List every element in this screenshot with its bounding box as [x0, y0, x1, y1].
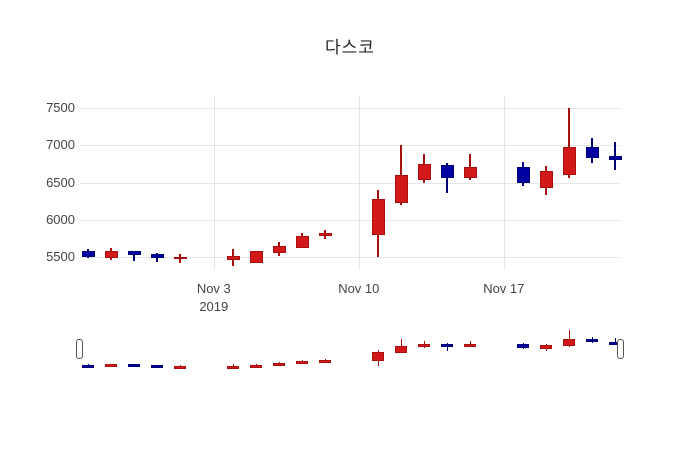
candle[interactable]: [173, 256, 187, 259]
rangeslider-candle: [540, 345, 553, 350]
candle[interactable]: [394, 175, 408, 203]
candle[interactable]: [226, 255, 240, 260]
rangeslider-candle: [151, 365, 164, 369]
rangeslider-candle: [250, 364, 263, 368]
candle[interactable]: [608, 155, 622, 160]
rangeslider-candle: [563, 339, 576, 347]
v-gridline: [213, 95, 215, 270]
rangeslider-candle: [105, 364, 118, 368]
y-tick-label: 7000: [46, 137, 75, 153]
x-tick-label: Nov 10: [338, 281, 380, 296]
candle[interactable]: [417, 164, 431, 180]
y-tick-label: 6000: [46, 212, 75, 227]
x-tick-label: Nov 3 2019: [196, 281, 231, 314]
y-tick-label: 5500: [46, 249, 75, 265]
candle[interactable]: [539, 171, 553, 188]
rangeslider-candle: [319, 360, 332, 364]
candle[interactable]: [104, 250, 118, 259]
candle[interactable]: [127, 250, 141, 256]
rangeslider-candle: [227, 365, 240, 369]
candle-wick: [568, 108, 571, 179]
candle[interactable]: [440, 164, 454, 179]
rangeslider-candle-wick: [614, 338, 616, 345]
candle[interactable]: [463, 167, 477, 179]
x-tick-label: Nov 17: [483, 281, 525, 296]
candle[interactable]: [318, 232, 332, 236]
rangeslider-candle: [395, 346, 408, 353]
h-gridline: [80, 257, 620, 259]
candle[interactable]: [272, 246, 286, 253]
y-tick-label: 7500: [46, 100, 75, 116]
candle[interactable]: [295, 236, 309, 248]
rangeslider-candle: [174, 365, 187, 369]
h-gridline: [80, 145, 620, 147]
candle[interactable]: [150, 253, 164, 258]
rangeslider-candle: [82, 364, 95, 368]
rangeslider-candle-wick: [469, 341, 471, 348]
rangeslider[interactable]: [80, 326, 622, 374]
rangeslider-left-handle[interactable]: [76, 339, 83, 359]
candle[interactable]: [585, 146, 599, 159]
chart-title: 다스코: [325, 38, 375, 57]
candle[interactable]: [516, 167, 530, 183]
rangeslider-candle: [418, 343, 431, 348]
candle-wick: [400, 145, 403, 206]
rangeslider-candle: [464, 344, 477, 348]
rangeslider-candle: [372, 351, 385, 361]
candle[interactable]: [81, 251, 95, 258]
rangeslider-candle-wick: [446, 343, 448, 351]
h-gridline: [80, 220, 620, 221]
y-tick-label: 6500: [46, 174, 75, 190]
rangeslider-candle: [586, 339, 599, 343]
rangeslider-candle: [128, 364, 141, 368]
rangeslider-candle: [273, 363, 286, 367]
candle[interactable]: [562, 146, 576, 176]
v-gridline: [358, 95, 360, 270]
rangeslider-right-handle[interactable]: [617, 339, 624, 359]
rangeslider-candle-wick: [568, 330, 570, 347]
h-gridline: [80, 182, 620, 184]
h-gridline: [80, 108, 620, 110]
rangeslider-candle: [517, 344, 530, 348]
v-gridline: [503, 95, 505, 270]
plot-area: [80, 95, 622, 270]
rangeslider-candle: [296, 360, 309, 364]
candle-wick: [133, 250, 136, 262]
rangeslider-candle: [441, 343, 454, 347]
candle-wick: [446, 163, 449, 194]
candle[interactable]: [371, 199, 385, 235]
candle[interactable]: [249, 251, 263, 263]
